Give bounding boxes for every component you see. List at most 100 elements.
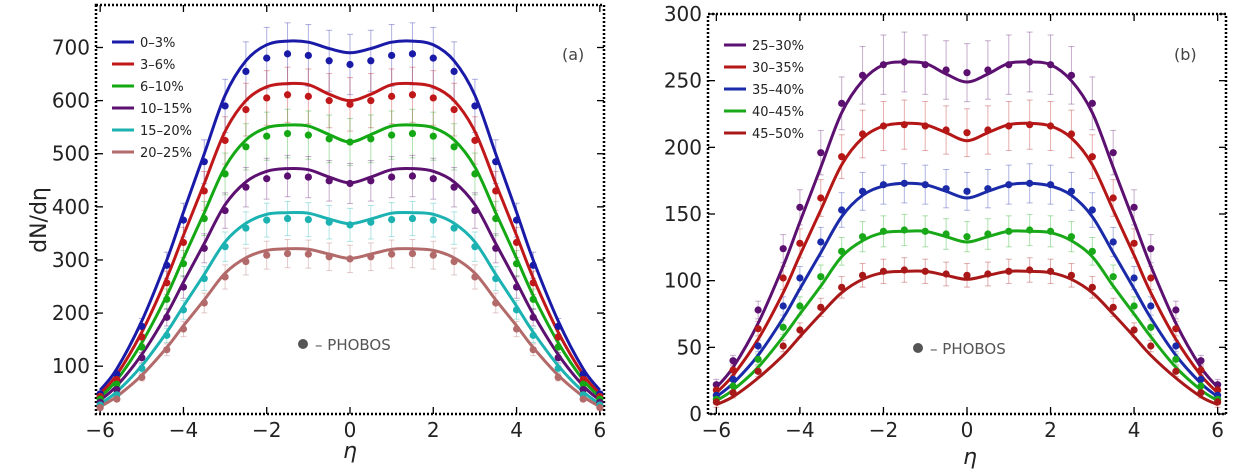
data-point <box>729 357 737 365</box>
data-point <box>1197 357 1205 365</box>
data-point <box>242 224 250 232</box>
x-tick-label: 2 <box>1044 418 1057 442</box>
data-point <box>838 247 846 255</box>
data-point <box>200 244 208 252</box>
data-point <box>388 173 396 181</box>
data-point <box>1109 238 1117 246</box>
x-tick-label: −2 <box>869 418 898 442</box>
data-point <box>1109 303 1117 311</box>
y-tick-label: 100 <box>664 269 702 293</box>
data-point <box>579 380 587 388</box>
data-point <box>179 260 188 268</box>
data-point <box>179 238 188 247</box>
data-point <box>858 71 867 79</box>
data-point <box>200 214 208 223</box>
data-point <box>1005 227 1013 235</box>
legend-label: 3–6% <box>140 58 175 73</box>
panel-b-axes: −6 −4 −2 0 2 4 6 0 50 100 150 200 250 300 <box>664 2 1226 442</box>
legend-label: 25–30% <box>752 39 804 54</box>
x-tick-label: −4 <box>785 418 814 442</box>
data-point <box>429 216 437 224</box>
data-point <box>858 130 867 138</box>
data-point <box>163 279 171 287</box>
data-point <box>1214 381 1222 389</box>
data-point <box>1197 389 1205 397</box>
data-point <box>138 373 146 381</box>
data-point <box>408 172 417 180</box>
data-point <box>367 135 375 143</box>
data-point <box>579 395 587 403</box>
data-point <box>729 389 737 397</box>
data-point <box>367 218 375 226</box>
data-point <box>554 333 562 341</box>
data-point <box>900 121 908 129</box>
data-point <box>163 261 171 269</box>
data-point <box>1197 382 1205 390</box>
data-point <box>138 354 146 362</box>
legend-label: 35–40% <box>752 83 804 98</box>
data-point <box>346 255 354 263</box>
data-point <box>471 273 479 281</box>
data-point <box>554 343 562 351</box>
data-point <box>1147 274 1155 282</box>
data-point <box>879 61 888 69</box>
data-point <box>242 183 250 191</box>
data-point <box>113 385 121 394</box>
data-point <box>96 404 104 412</box>
x-tick-label: 6 <box>593 418 606 442</box>
data-point <box>1197 375 1205 383</box>
data-point <box>325 57 333 65</box>
data-point <box>367 57 375 65</box>
data-point <box>779 274 787 282</box>
series-line <box>715 121 1219 394</box>
y-tick-label: 300 <box>664 2 702 26</box>
data-point <box>1172 342 1180 350</box>
data-point <box>712 398 720 406</box>
y-tick-label: 150 <box>664 202 702 226</box>
data-point <box>367 177 375 185</box>
legend-label: 10–15% <box>140 102 192 117</box>
data-point <box>346 60 354 69</box>
data-point <box>1046 61 1055 69</box>
data-point <box>984 66 992 74</box>
data-point <box>1172 355 1180 363</box>
data-point <box>529 313 537 321</box>
data-point <box>1067 233 1076 241</box>
legend-label: 40–45% <box>752 105 804 120</box>
series-line <box>99 39 601 392</box>
data-point <box>1067 187 1076 195</box>
data-point <box>963 187 971 195</box>
data-point <box>754 342 762 350</box>
data-point <box>554 373 562 381</box>
data-point <box>283 172 292 180</box>
data-point <box>450 67 458 75</box>
y-tick-label: 400 <box>52 195 90 219</box>
x-tick-label: 0 <box>344 418 357 442</box>
y-tick-label: 0 <box>689 402 702 426</box>
data-point <box>921 227 929 235</box>
data-point <box>1005 181 1013 189</box>
data-point <box>200 158 208 166</box>
data-point <box>942 270 950 278</box>
data-point <box>408 91 417 99</box>
data-point <box>963 233 971 241</box>
data-point <box>817 273 825 281</box>
data-point <box>579 385 587 394</box>
data-point <box>325 97 333 105</box>
data-point <box>879 122 888 130</box>
data-point <box>729 366 737 374</box>
data-point <box>450 224 458 232</box>
data-point <box>1214 398 1222 406</box>
data-point <box>450 106 458 114</box>
data-point <box>200 299 208 307</box>
legend-label: 20–25% <box>140 146 192 161</box>
data-point <box>838 99 846 107</box>
data-point <box>512 260 521 268</box>
y-tick-label: 200 <box>664 135 702 159</box>
data-point <box>942 230 950 238</box>
data-point <box>554 354 562 362</box>
data-point <box>1172 367 1180 375</box>
data-point <box>1109 273 1117 281</box>
data-point <box>554 364 562 372</box>
x-tick-label: −4 <box>169 418 198 442</box>
